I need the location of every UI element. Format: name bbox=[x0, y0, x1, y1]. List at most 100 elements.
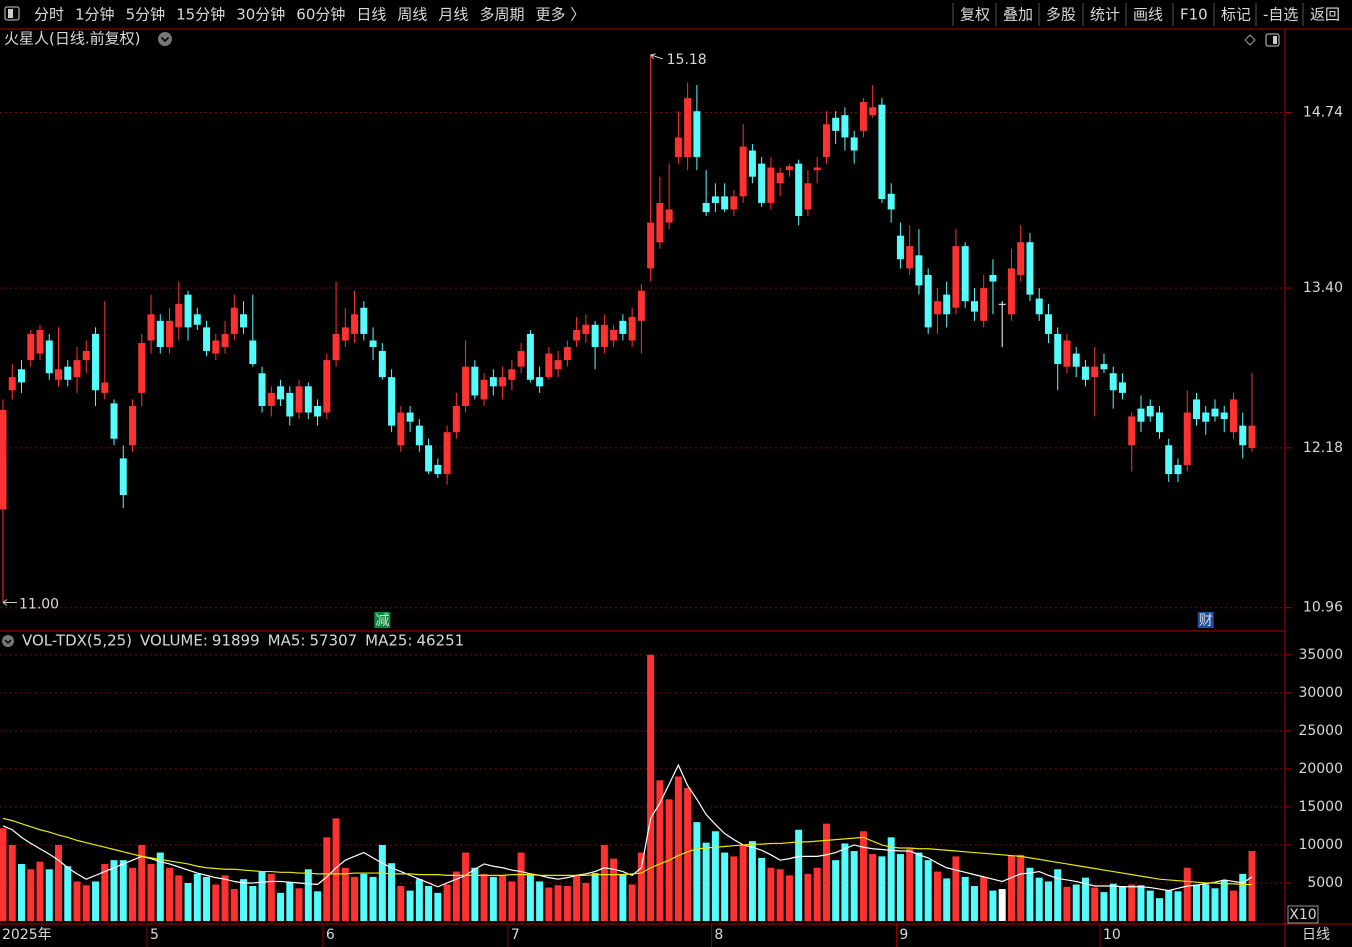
candle-body bbox=[693, 111, 701, 158]
window-icon[interactable] bbox=[1265, 33, 1280, 47]
volume-bar bbox=[795, 829, 803, 921]
toolbar-item[interactable]: 日线 bbox=[356, 6, 386, 24]
candle-body bbox=[748, 150, 756, 177]
toolbar-item[interactable]: 叠加 bbox=[1003, 6, 1033, 24]
indicator-dropdown[interactable] bbox=[2, 635, 14, 647]
toolbar-item[interactable]: -自选 bbox=[1263, 6, 1298, 24]
volume-bar bbox=[1165, 890, 1173, 921]
toolbar-item[interactable]: 1分钟 bbox=[75, 6, 115, 24]
toolbar-item[interactable]: 60分钟 bbox=[296, 6, 345, 24]
candle-body bbox=[156, 320, 164, 348]
volume-bar bbox=[1183, 867, 1191, 921]
candle-body bbox=[637, 290, 645, 321]
candle-body bbox=[628, 316, 636, 341]
candle-body bbox=[138, 343, 146, 393]
candle-body bbox=[721, 196, 729, 210]
toolbar-item[interactable]: 画线 bbox=[1133, 6, 1163, 24]
volume-bar bbox=[101, 863, 109, 921]
menu-icon-part bbox=[8, 9, 13, 18]
toolbar-item[interactable]: 统计 bbox=[1090, 6, 1120, 24]
volume-bar bbox=[600, 844, 608, 921]
volume-bar bbox=[822, 823, 830, 921]
volume-bar bbox=[27, 869, 35, 921]
x-tick-label: 2025年 bbox=[2, 927, 52, 943]
toolbar-item[interactable]: 返回 bbox=[1310, 6, 1340, 24]
diamond-icon[interactable] bbox=[1244, 34, 1256, 46]
candle-body bbox=[1155, 412, 1163, 433]
event-label[interactable]: 减 bbox=[375, 613, 389, 629]
candle-body bbox=[286, 392, 294, 417]
volume-bar bbox=[166, 867, 174, 921]
candle-body bbox=[804, 183, 812, 210]
toolbar-item[interactable]: 多股 bbox=[1046, 6, 1076, 24]
ma-line bbox=[2, 817, 1252, 886]
volume-bar bbox=[582, 882, 590, 921]
volume-bar bbox=[240, 879, 248, 921]
volume-bar bbox=[73, 881, 81, 921]
volume-bar bbox=[1017, 854, 1025, 921]
event-badge[interactable] bbox=[374, 612, 391, 628]
candle-body bbox=[869, 107, 877, 116]
candle-body bbox=[110, 403, 118, 439]
volume-bar bbox=[637, 852, 645, 921]
candle-body bbox=[1054, 333, 1062, 365]
candle-body bbox=[526, 333, 534, 380]
title-dropdown[interactable] bbox=[158, 32, 172, 46]
candle-body bbox=[1118, 382, 1126, 393]
candle-body bbox=[1137, 408, 1145, 422]
candle-body bbox=[767, 167, 775, 203]
candle-body bbox=[36, 330, 44, 354]
toolbar-item[interactable]: 更多 〉 bbox=[535, 6, 585, 24]
toolbar-item[interactable]: 分时 bbox=[34, 6, 64, 24]
candle-body bbox=[378, 350, 386, 378]
candle-body bbox=[462, 366, 470, 406]
volume-bar bbox=[489, 876, 497, 921]
candle-body bbox=[832, 117, 840, 131]
candle-body bbox=[970, 301, 978, 312]
window-icon-part bbox=[1273, 36, 1277, 44]
candle-body bbox=[989, 274, 997, 282]
candle-body bbox=[878, 104, 886, 199]
candle-body bbox=[674, 137, 682, 158]
candle-body bbox=[517, 350, 525, 367]
volume-bar bbox=[943, 878, 951, 921]
candle-body bbox=[545, 353, 553, 378]
toolbar-item[interactable]: 周线 bbox=[397, 6, 427, 24]
y-tick-label: 14.74 bbox=[1303, 105, 1343, 121]
candle-body bbox=[1202, 412, 1210, 422]
toolbar-item[interactable]: 多周期 bbox=[479, 6, 524, 24]
candle-body bbox=[258, 373, 266, 406]
candle-body bbox=[332, 333, 340, 361]
y-tick-label: 35000 bbox=[1298, 647, 1343, 663]
toolbar-item[interactable]: F10 bbox=[1180, 6, 1208, 24]
volume-bar bbox=[434, 892, 442, 921]
candle-body bbox=[304, 386, 312, 413]
volume-bar bbox=[1220, 879, 1228, 921]
toolbar-item[interactable]: 月线 bbox=[438, 6, 468, 24]
candle-body bbox=[388, 377, 396, 426]
event-badge[interactable] bbox=[1197, 612, 1214, 628]
volume-bar bbox=[1211, 888, 1219, 921]
volume-bar bbox=[545, 887, 553, 921]
toolbar-item[interactable]: 标记 bbox=[1221, 6, 1251, 24]
min-label: 11.00 bbox=[19, 596, 59, 612]
candle-body bbox=[129, 405, 137, 446]
candle-body bbox=[434, 464, 442, 475]
y-tick-label: 20000 bbox=[1298, 761, 1343, 777]
y-tick-label: 10.96 bbox=[1303, 600, 1343, 616]
toolbar-item[interactable]: 5分钟 bbox=[126, 6, 166, 24]
event-label[interactable]: 财 bbox=[1199, 613, 1213, 629]
volume-bar bbox=[1007, 855, 1015, 921]
toolbar-item[interactable]: 15分钟 bbox=[176, 6, 225, 24]
candle-body bbox=[82, 350, 90, 361]
candle-body bbox=[1174, 464, 1182, 475]
toolbar-item[interactable]: 复权 bbox=[960, 6, 990, 24]
menu-icon[interactable] bbox=[4, 6, 20, 21]
volume-bar bbox=[462, 852, 470, 921]
candle-body bbox=[813, 167, 821, 171]
candle-body bbox=[369, 340, 377, 348]
toolbar-item[interactable]: 30分钟 bbox=[236, 6, 285, 24]
candle-body bbox=[822, 124, 830, 158]
candle-body bbox=[702, 202, 710, 213]
volume-bar bbox=[129, 867, 137, 921]
